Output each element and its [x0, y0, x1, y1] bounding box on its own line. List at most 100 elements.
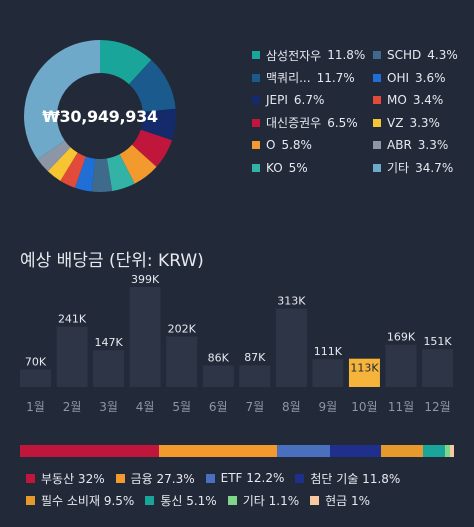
allocation-legend-text: 부동산 32%	[41, 471, 105, 486]
sector-allocation-bar[interactable]	[20, 445, 454, 457]
allocation-segment[interactable]	[330, 445, 382, 457]
dividend-bar-label: 202K	[168, 322, 197, 335]
dividend-bar-9월[interactable]	[312, 359, 344, 387]
donut-slice-9[interactable]	[47, 147, 78, 181]
dividend-bar-7월[interactable]	[239, 365, 271, 387]
holdings-legend-right: SCHD 4.3% OHI 3.6% MO 3.4% VZ 3.3% ABR 3.3% 기타 34.7…	[373, 44, 458, 179]
dividend-bar-3월[interactable]	[93, 350, 125, 387]
allocation-legend-item[interactable]: 필수 소비재 9.5%	[26, 492, 134, 509]
holding-percent: 11.8%	[327, 48, 366, 63]
allocation-segment[interactable]	[277, 445, 331, 457]
holding-percent: 6.5%	[327, 115, 358, 130]
holding-legend-item[interactable]: 대신증권우 6.5%	[252, 112, 365, 135]
dividend-bar-12월[interactable]	[422, 349, 454, 387]
month-label: 10월	[351, 400, 378, 414]
donut-slice-11[interactable]	[23, 40, 100, 160]
allocation-legend-item[interactable]: 현금 1%	[310, 492, 370, 509]
donut-slice-5[interactable]	[106, 154, 135, 192]
legend-swatch	[252, 118, 260, 127]
dividend-bar-label: 151K	[423, 335, 452, 348]
holding-legend-item[interactable]: VZ 3.3%	[373, 112, 458, 135]
holding-percent: 3.4%	[412, 93, 444, 108]
dividend-bar-1월[interactable]	[20, 369, 51, 387]
dividend-bar-11월[interactable]	[385, 344, 417, 387]
holding-percent: 34.7%	[415, 160, 454, 175]
month-label: 9월	[318, 400, 338, 414]
month-label: 5월	[172, 400, 192, 414]
donut-slice-7[interactable]	[74, 156, 96, 192]
allocation-legend-item[interactable]: 통신 5.1%	[145, 492, 217, 509]
dividend-bar-10월[interactable]	[348, 358, 380, 387]
month-axis: 1월 2월 3월 4월 5월 6월 7월 8월 9월 10월 11월 12월	[0, 398, 474, 416]
allocation-segment[interactable]	[449, 445, 454, 457]
legend-swatch	[373, 163, 381, 172]
holding-legend-item[interactable]: 맥쿼리... 11.7%	[252, 67, 365, 90]
allocation-legend-item[interactable]: 부동산 32%	[26, 470, 105, 487]
donut-slice-10[interactable]	[37, 140, 71, 172]
dividend-bar-8월[interactable]	[275, 308, 307, 387]
holding-legend-item[interactable]: ABR 3.3%	[373, 134, 458, 157]
allocation-legend-text: 현금 1%	[325, 493, 371, 508]
allocation-legend-row: 부동산 32% 금융 27.3% ETF 12.2% 첨단 기술 11.8%	[26, 467, 466, 489]
holding-name: O	[266, 138, 276, 153]
legend-swatch	[26, 473, 35, 483]
dividend-bar-label: 113K	[350, 362, 379, 375]
holding-legend-item[interactable]: JEPI 6.7%	[252, 89, 365, 112]
dividend-bar-label: 399K	[131, 273, 160, 286]
holding-legend-item[interactable]: O 5.8%	[252, 134, 365, 157]
dividend-bar-label: 87K	[244, 351, 266, 364]
dividend-bar-4월[interactable]	[129, 287, 161, 387]
month-label: 3월	[99, 400, 118, 414]
month-label: 12월	[424, 400, 451, 414]
donut-slice-6[interactable]	[91, 158, 113, 192]
donut-slice-3[interactable]	[131, 129, 173, 167]
holding-legend-item[interactable]: KO 5%	[252, 157, 365, 180]
month-label: 4월	[135, 400, 155, 414]
dividend-bar-label: 70K	[25, 355, 47, 368]
allocation-legend-item[interactable]: 기타 1.1%	[227, 492, 299, 509]
holding-percent: 5%	[288, 160, 308, 175]
holding-legend-item[interactable]: 기타 34.7%	[373, 157, 458, 180]
allocation-legend-item[interactable]: 금융 27.3%	[115, 470, 195, 487]
holding-percent: 6.7%	[293, 93, 325, 108]
legend-swatch	[295, 473, 305, 483]
donut-slice-1[interactable]	[129, 59, 176, 112]
holding-percent: 3.6%	[415, 70, 446, 85]
allocation-legend-item[interactable]: 첨단 기술 11.8%	[295, 470, 400, 487]
holding-name: JEPI	[266, 93, 288, 108]
holding-percent: 3.3%	[409, 115, 440, 130]
dividend-bar-6월[interactable]	[202, 365, 234, 387]
donut-slice-4[interactable]	[119, 144, 157, 184]
legend-swatch	[252, 73, 260, 82]
holding-name: 대신증권우	[266, 116, 322, 131]
allocation-legend-item[interactable]: ETF 12.2%	[205, 471, 284, 485]
allocation-segment[interactable]	[422, 445, 445, 457]
donut-slice-2[interactable]	[140, 108, 176, 141]
legend-swatch	[252, 141, 260, 150]
holding-legend-item[interactable]: 삼성전자우 11.8%	[252, 44, 365, 67]
holding-percent: 4.3%	[427, 48, 458, 63]
holding-legend-item[interactable]: SCHD 4.3%	[373, 44, 458, 67]
dividend-bar-label: 86K	[208, 351, 230, 364]
allocation-segment[interactable]	[444, 445, 450, 457]
month-label: 7월	[245, 400, 265, 414]
month-label: 1월	[26, 400, 45, 414]
holding-name: 맥쿼리...	[266, 71, 311, 86]
donut-slice-0[interactable]	[100, 40, 152, 85]
month-label: 11월	[387, 400, 415, 414]
holdings-legend-left: 삼성전자우 11.8% 맥쿼리... 11.7% JEPI 6.7% 대신증권우 6.5% O 5…	[252, 44, 365, 179]
holding-legend-item[interactable]: MO 3.4%	[373, 89, 458, 112]
allocation-segment[interactable]	[381, 445, 423, 457]
dividend-bar-2월[interactable]	[56, 326, 88, 387]
legend-swatch	[145, 495, 155, 505]
legend-swatch	[373, 141, 381, 150]
dividend-bar-label: 111K	[314, 345, 343, 358]
holding-name: OHI	[387, 70, 410, 85]
allocation-segment[interactable]	[20, 445, 159, 457]
dividend-bar-5월[interactable]	[166, 336, 198, 387]
allocation-legend-row: 필수 소비재 9.5% 통신 5.1% 기타 1.1% 현금 1%	[26, 489, 466, 511]
holdings-donut-chart[interactable]: ₩30,949,934	[14, 30, 186, 202]
allocation-segment[interactable]	[158, 445, 278, 457]
holding-legend-item[interactable]: OHI 3.6%	[373, 67, 458, 90]
donut-slice-8[interactable]	[60, 152, 86, 188]
